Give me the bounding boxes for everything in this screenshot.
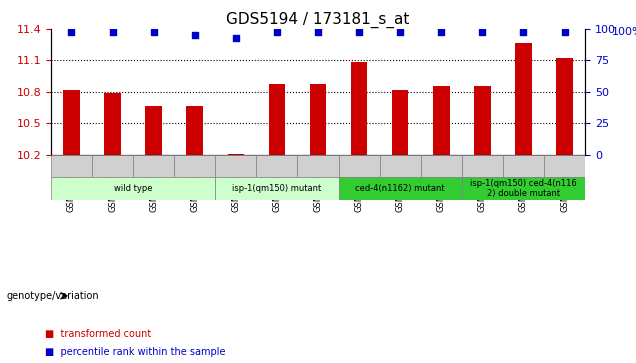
Point <box>231 35 241 41</box>
Text: ced-4(n1162) mutant: ced-4(n1162) mutant <box>356 184 445 193</box>
Bar <box>556 58 573 155</box>
Point <box>190 32 200 38</box>
FancyBboxPatch shape <box>462 177 585 200</box>
Bar <box>104 93 121 155</box>
Bar <box>515 43 532 155</box>
Bar <box>433 86 450 155</box>
Text: wild type: wild type <box>114 184 152 193</box>
Bar <box>146 106 162 155</box>
Point <box>395 29 405 34</box>
Bar <box>351 61 368 155</box>
Bar <box>268 83 285 155</box>
Bar <box>186 106 203 155</box>
FancyBboxPatch shape <box>462 155 503 177</box>
FancyBboxPatch shape <box>338 155 380 177</box>
FancyBboxPatch shape <box>544 155 585 177</box>
FancyBboxPatch shape <box>503 155 544 177</box>
Text: ■  percentile rank within the sample: ■ percentile rank within the sample <box>45 347 225 357</box>
FancyBboxPatch shape <box>298 155 338 177</box>
Point <box>477 29 487 34</box>
FancyBboxPatch shape <box>215 177 338 200</box>
Text: genotype/variation: genotype/variation <box>6 291 99 301</box>
Title: GDS5194 / 173181_s_at: GDS5194 / 173181_s_at <box>226 12 410 28</box>
Bar <box>392 90 408 155</box>
Point <box>560 29 570 34</box>
Bar <box>63 90 80 155</box>
FancyBboxPatch shape <box>133 155 174 177</box>
Point <box>313 29 323 34</box>
FancyBboxPatch shape <box>421 155 462 177</box>
Point <box>354 29 364 34</box>
Text: ■  transformed count: ■ transformed count <box>45 329 151 339</box>
Point <box>107 29 118 34</box>
FancyBboxPatch shape <box>338 177 462 200</box>
FancyBboxPatch shape <box>92 155 133 177</box>
Bar <box>474 86 490 155</box>
Point <box>436 29 446 34</box>
FancyBboxPatch shape <box>256 155 298 177</box>
Bar <box>310 83 326 155</box>
FancyBboxPatch shape <box>51 177 215 200</box>
Text: isp-1(qm150) mutant: isp-1(qm150) mutant <box>232 184 322 193</box>
Y-axis label: 100%: 100% <box>612 26 636 37</box>
Bar <box>228 154 244 155</box>
FancyBboxPatch shape <box>380 155 421 177</box>
Point <box>149 29 159 34</box>
Point <box>518 29 529 34</box>
Point <box>66 29 76 34</box>
Text: isp-1(qm150) ced-4(n116
2) double mutant: isp-1(qm150) ced-4(n116 2) double mutant <box>470 179 577 198</box>
FancyBboxPatch shape <box>174 155 215 177</box>
Point <box>272 29 282 34</box>
FancyBboxPatch shape <box>215 155 256 177</box>
FancyBboxPatch shape <box>51 155 92 177</box>
